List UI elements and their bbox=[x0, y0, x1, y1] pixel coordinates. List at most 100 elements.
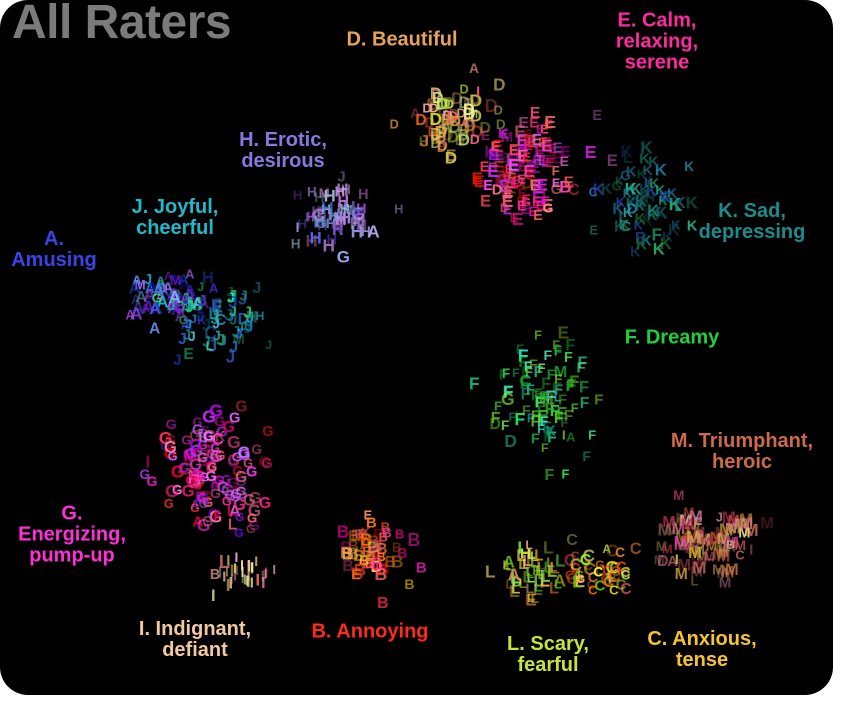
data-point: K bbox=[660, 236, 672, 252]
data-point: E bbox=[480, 194, 491, 211]
data-point: H bbox=[339, 209, 352, 226]
cluster-label-I: I. Indignant, defiant bbox=[139, 619, 251, 661]
data-point: I bbox=[254, 554, 258, 568]
data-point: I bbox=[476, 86, 480, 101]
data-point: J bbox=[185, 319, 192, 332]
data-point: E bbox=[530, 106, 541, 122]
data-point: D bbox=[470, 133, 480, 147]
data-point: H bbox=[322, 237, 334, 254]
data-point: I bbox=[562, 429, 566, 442]
data-point: C bbox=[606, 542, 618, 559]
data-point: M bbox=[704, 550, 715, 563]
cluster-label-K: K. Sad, depressing bbox=[699, 201, 806, 243]
cluster-label-G: G. Energizing, pump-up bbox=[18, 504, 126, 567]
data-point: I bbox=[211, 588, 216, 605]
data-point: D bbox=[493, 76, 505, 93]
data-point: L bbox=[505, 559, 514, 574]
data-point: F bbox=[580, 396, 590, 412]
data-point: G bbox=[166, 418, 177, 432]
data-point: F bbox=[520, 386, 530, 403]
data-point: I bbox=[234, 551, 238, 565]
data-point: C bbox=[621, 221, 631, 235]
data-point: B bbox=[726, 538, 735, 550]
data-point: K bbox=[663, 189, 675, 206]
data-point: F bbox=[578, 354, 588, 370]
data-point: L bbox=[623, 150, 633, 167]
data-point: I bbox=[296, 221, 300, 235]
data-point: M bbox=[725, 562, 739, 578]
data-point: B bbox=[382, 526, 392, 540]
data-point: E bbox=[502, 202, 513, 218]
data-point: G bbox=[207, 448, 217, 461]
cluster-label-J: J. Joyful, cheerful bbox=[132, 197, 219, 239]
cluster-label-L: L. Scary, fearful bbox=[507, 634, 589, 676]
cluster-label-D: D. Beautiful bbox=[346, 30, 457, 51]
data-point: C bbox=[566, 531, 578, 547]
data-point: L bbox=[485, 563, 496, 580]
cluster-label-B: B. Annoying bbox=[311, 622, 428, 643]
data-point: K bbox=[641, 187, 653, 204]
data-point: E bbox=[524, 129, 533, 142]
data-point: M bbox=[760, 516, 774, 533]
data-point: I bbox=[240, 559, 243, 572]
data-point: E bbox=[183, 347, 193, 363]
data-point: J bbox=[265, 339, 272, 351]
data-point: G bbox=[152, 293, 162, 306]
data-point: C bbox=[595, 563, 605, 577]
data-point: E bbox=[585, 145, 597, 163]
data-point: G bbox=[249, 519, 260, 533]
data-point: F bbox=[554, 372, 562, 385]
data-point: M bbox=[734, 538, 746, 552]
data-point: C bbox=[583, 561, 596, 579]
data-point: K bbox=[484, 144, 496, 161]
data-point: F bbox=[554, 346, 562, 359]
data-point: C bbox=[588, 584, 597, 597]
data-point: J bbox=[226, 348, 236, 365]
data-point: J bbox=[245, 321, 253, 336]
data-point: E bbox=[546, 157, 554, 170]
data-point: F bbox=[558, 393, 567, 408]
data-point: G bbox=[209, 402, 223, 420]
data-point: H bbox=[291, 237, 301, 251]
data-point: D bbox=[390, 119, 399, 132]
data-point: F bbox=[565, 338, 575, 355]
data-point: B bbox=[416, 560, 427, 575]
data-point: K bbox=[626, 166, 637, 181]
data-point: E bbox=[544, 114, 556, 132]
cluster-label-C: C. Anxious, tense bbox=[647, 629, 756, 671]
data-point: A bbox=[566, 431, 575, 444]
data-point: I bbox=[261, 569, 265, 584]
data-point: H bbox=[358, 188, 368, 202]
data-point: C bbox=[621, 568, 631, 582]
data-point: G bbox=[181, 434, 191, 447]
data-point: J bbox=[228, 294, 237, 311]
data-point: F bbox=[514, 411, 525, 429]
data-point: L bbox=[536, 555, 546, 572]
data-point: A bbox=[149, 321, 160, 336]
data-point: G bbox=[251, 443, 262, 457]
data-point: F bbox=[538, 135, 547, 150]
cluster-label-F: F. Dreamy bbox=[625, 328, 720, 349]
data-point: G bbox=[521, 196, 531, 209]
data-point: I bbox=[226, 553, 230, 569]
data-point: G bbox=[164, 439, 177, 456]
data-point: D bbox=[485, 97, 498, 115]
data-point: J bbox=[178, 333, 187, 349]
data-point: A bbox=[125, 308, 135, 322]
data-point: E bbox=[607, 153, 618, 170]
cluster-label-A: A. Amusing bbox=[11, 229, 97, 271]
data-point: D bbox=[463, 102, 475, 118]
data-point: K bbox=[601, 182, 612, 197]
data-point: G bbox=[543, 201, 553, 214]
data-point: H bbox=[394, 203, 403, 216]
data-point: K bbox=[687, 219, 698, 234]
data-point: K bbox=[685, 195, 698, 213]
data-point: F bbox=[561, 469, 569, 482]
data-point: F bbox=[534, 329, 542, 342]
data-point: M bbox=[662, 515, 675, 531]
data-point: L bbox=[572, 573, 582, 590]
data-point: G bbox=[197, 517, 211, 535]
data-point: J bbox=[252, 280, 261, 296]
data-point: E bbox=[564, 176, 574, 192]
data-point: G bbox=[259, 455, 270, 469]
